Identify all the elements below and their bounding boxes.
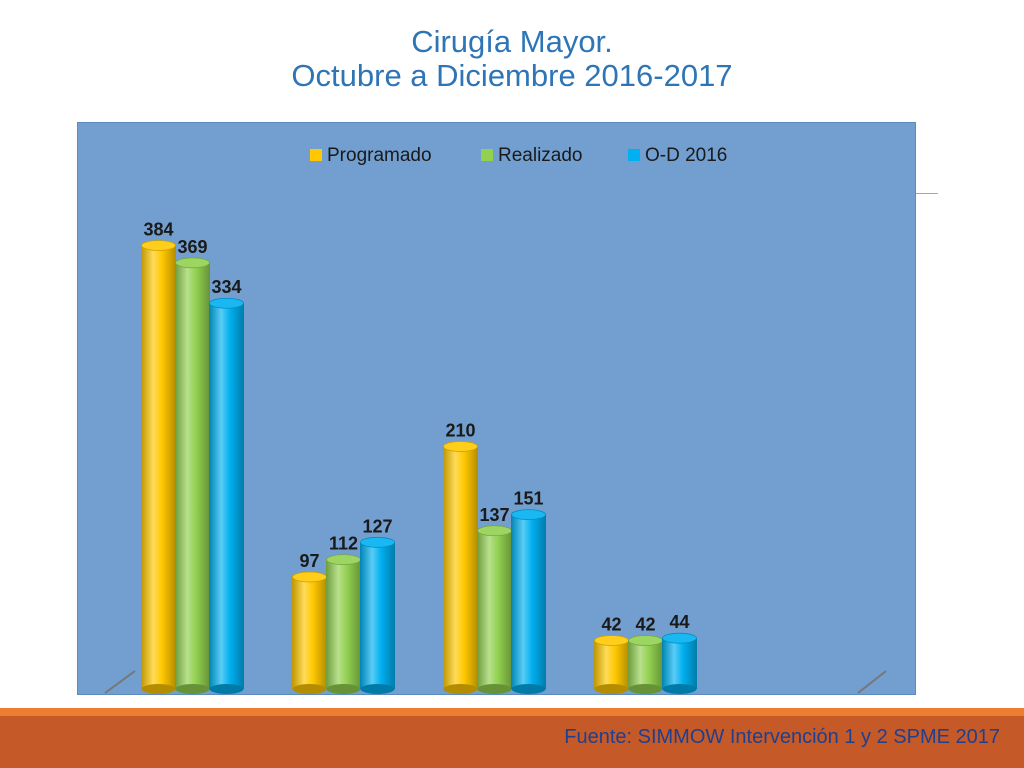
bar-0-2	[209, 297, 244, 694]
bar-1-1	[326, 554, 361, 694]
floor-edge-left	[104, 670, 136, 694]
legend-label-0: Programado	[327, 145, 432, 166]
legend-swatch-2	[628, 149, 640, 161]
data-label-1-0: 97	[299, 551, 319, 571]
legend-label-1: Realizado	[498, 145, 583, 166]
bar-0-1	[175, 257, 210, 694]
source-note: Fuente: SIMMOW Intervención 1 y 2 SPME 2…	[564, 726, 1000, 748]
data-label-1-1: 112	[329, 534, 358, 554]
data-label-0-0: 384	[143, 219, 173, 239]
bar-2-1	[477, 525, 512, 694]
data-label-0-2: 334	[211, 277, 241, 297]
bar-2-0	[443, 441, 478, 694]
bar-2-2	[511, 509, 546, 694]
bar-1-0	[292, 571, 327, 694]
legend-swatch-0	[310, 149, 322, 161]
bar-3-2	[662, 632, 697, 694]
data-label-3-2: 44	[669, 612, 689, 632]
data-label-0-1: 369	[177, 237, 207, 257]
bar-3-0	[594, 635, 629, 694]
decorative-line	[916, 193, 938, 194]
data-label-2-2: 151	[513, 489, 543, 509]
data-label-3-1: 42	[635, 614, 655, 634]
data-label-1-2: 127	[362, 516, 392, 536]
chart-title-line-1: Cirugía Mayor.	[411, 24, 613, 59]
bar-3-1	[628, 635, 663, 694]
data-label-2-0: 210	[445, 420, 475, 440]
data-label-2-1: 137	[479, 505, 509, 525]
legend-swatch-1	[481, 149, 493, 161]
bar-1-2	[360, 536, 395, 694]
footer-band	[0, 716, 1024, 768]
data-label-3-0: 42	[601, 614, 621, 634]
floor-edge-right	[857, 670, 887, 694]
chart-title-line-2: Octubre a Diciembre 2016-2017	[291, 58, 733, 93]
footer-band-accent	[0, 708, 1024, 716]
bar-0-0	[141, 240, 176, 694]
chart-area: Programado Realizado O-D 2016 384 369 334 97 11…	[77, 122, 916, 695]
legend-label-2: O-D 2016	[645, 145, 727, 166]
